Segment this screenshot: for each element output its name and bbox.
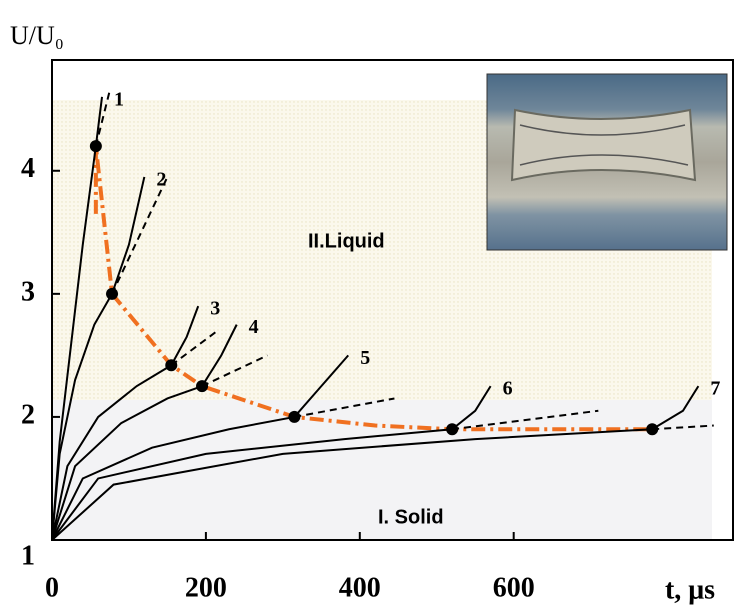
tangent-line — [294, 397, 395, 418]
y-tick-label: 2 — [21, 399, 35, 430]
transition-point — [446, 423, 459, 436]
transition-point — [196, 380, 209, 393]
curve-label: 7 — [710, 378, 720, 400]
curve — [51, 324, 238, 541]
y-tick-label: 3 — [21, 276, 35, 307]
x-axis-label: t, μs — [665, 574, 715, 605]
tangent-line — [452, 409, 599, 431]
curve — [51, 305, 200, 541]
solid-region — [52, 400, 712, 540]
tangent-line — [111, 176, 169, 295]
tangent-line — [170, 329, 219, 367]
curve-label: 4 — [249, 316, 259, 338]
tangent-line — [201, 354, 268, 388]
inset-photo — [486, 73, 728, 251]
region-label: I. Solid — [378, 506, 444, 528]
transition-point — [646, 423, 659, 436]
curve-label: 6 — [503, 378, 513, 400]
curve — [51, 176, 146, 541]
plot-frame — [51, 59, 734, 541]
curve-label: 2 — [156, 169, 166, 191]
transition-point — [288, 410, 301, 423]
tangent-line — [94, 90, 111, 147]
transition-point — [106, 287, 119, 300]
y-tick-label: 1 — [21, 540, 35, 571]
x-tick-label: 400 — [339, 572, 381, 603]
curve-label: 5 — [360, 347, 370, 369]
x-tick-label: 0 — [45, 572, 59, 603]
x-tick-label: 600 — [493, 572, 535, 603]
curve-label: 3 — [210, 298, 220, 320]
region-label: II.Liquid — [308, 230, 385, 252]
x-tick-label: 200 — [185, 572, 227, 603]
y-tick-label: 4 — [21, 153, 35, 184]
curve-label: 1 — [114, 89, 124, 111]
y-axis-label: U/U₀ — [10, 21, 64, 50]
curve — [51, 385, 492, 541]
transition-point — [89, 140, 102, 153]
boundary-line — [93, 145, 653, 432]
tangent-line — [652, 424, 714, 431]
curve — [51, 354, 350, 541]
curve — [51, 385, 700, 541]
transition-point — [165, 359, 178, 372]
